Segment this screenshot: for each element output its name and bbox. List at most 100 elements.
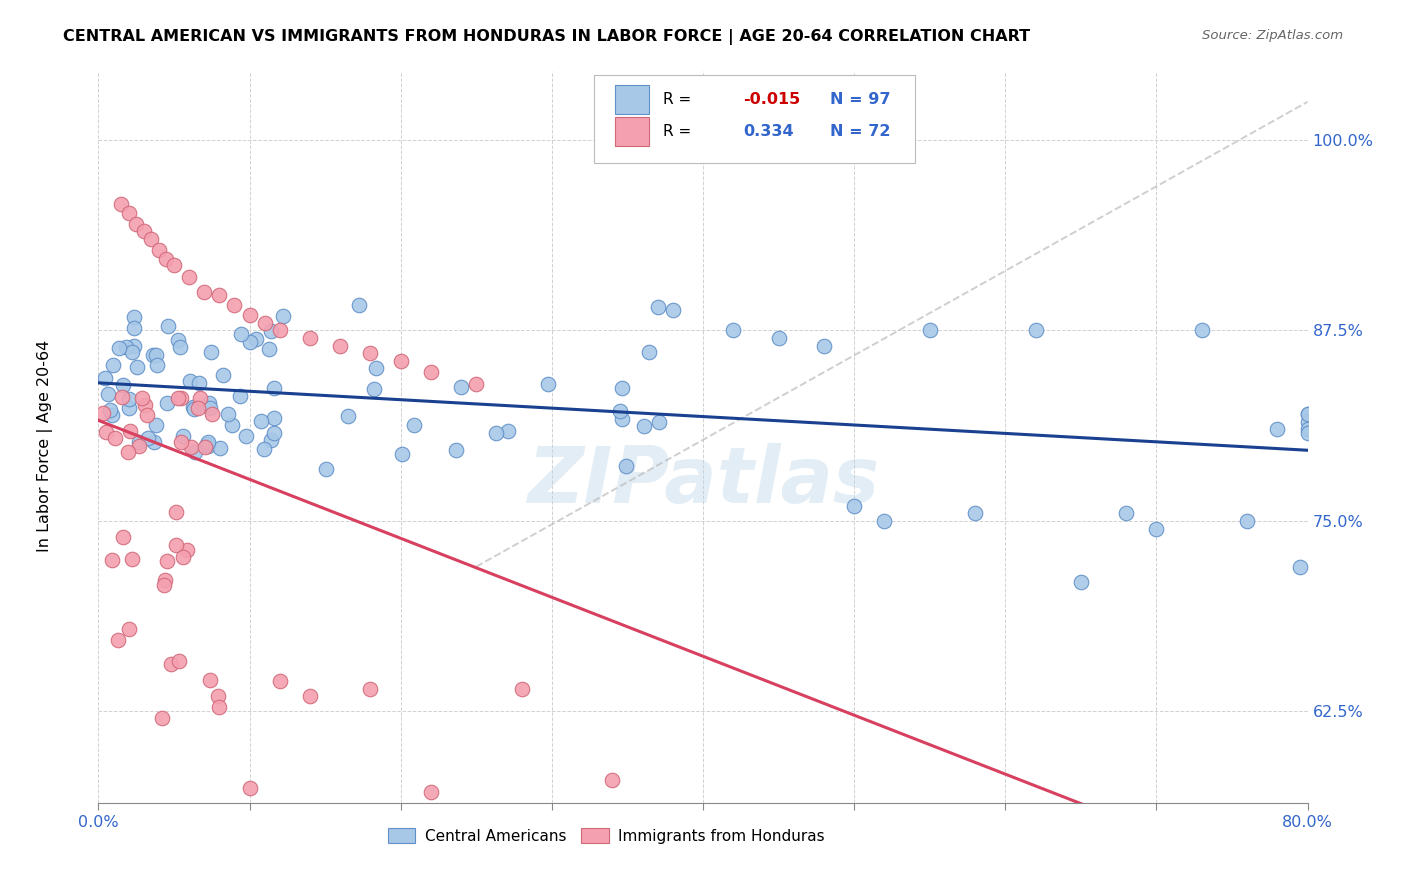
Point [360,681,382,696]
Point [602,772,624,787]
Point [163,258,186,272]
Point [510,681,533,696]
Point [404,418,426,433]
Point [132,224,155,238]
Point [183,402,205,417]
Point [391,447,413,461]
Point [176,543,198,558]
Text: Source: ZipAtlas.com: Source: ZipAtlas.com [1202,29,1343,42]
Point [263,425,285,440]
Point [181,400,204,414]
Point [389,354,412,368]
Point [813,338,835,352]
Point [965,506,987,520]
Point [271,309,294,323]
Point [252,442,274,456]
Point [145,347,167,361]
Point [1296,407,1319,421]
Point [157,318,180,333]
Point [118,401,141,415]
Point [121,345,143,359]
Point [172,429,194,443]
Point [633,419,655,434]
Point [136,430,159,444]
Point [450,380,472,394]
Point [169,340,191,354]
Point [315,461,337,475]
Point [125,217,148,231]
Point [420,785,443,799]
Point [446,442,468,457]
Point [614,459,637,474]
Point [153,578,176,592]
Point [101,358,124,372]
Point [844,499,866,513]
Point [94,371,117,385]
Point [179,270,201,285]
Point [115,340,138,354]
Point [257,342,280,356]
Point [263,411,285,425]
Point [253,316,276,330]
Point [165,505,187,519]
Point [118,206,141,220]
Point [420,365,443,379]
Point [496,424,519,438]
Point [1296,407,1319,421]
Point [647,300,669,314]
Point [360,346,382,360]
Point [131,391,153,405]
Text: -0.015: -0.015 [742,92,800,107]
Point [873,514,896,528]
Point [180,440,202,454]
Point [1144,521,1167,535]
Point [610,381,633,395]
Point [1115,506,1137,520]
FancyBboxPatch shape [595,75,915,163]
Point [217,407,239,421]
Point [231,326,253,341]
Point [347,298,370,312]
Point [148,243,170,257]
Point [208,288,231,302]
Point [299,689,322,703]
Point [118,623,141,637]
Point [104,431,127,445]
Point [200,673,222,687]
Point [155,252,177,266]
Text: In Labor Force | Age 20-64: In Labor Force | Age 20-64 [37,340,53,552]
Text: N = 72: N = 72 [830,124,890,139]
Point [165,538,187,552]
Point [101,553,124,567]
Point [187,401,209,415]
FancyBboxPatch shape [614,117,648,146]
Point [160,657,183,672]
Point [197,396,219,410]
Point [184,444,207,458]
Text: N = 97: N = 97 [830,92,890,107]
Point [537,377,560,392]
FancyBboxPatch shape [614,85,648,114]
Point [1024,323,1046,337]
Point [239,780,262,795]
Point [1070,574,1092,589]
Text: CENTRAL AMERICAN VS IMMIGRANTS FROM HONDURAS IN LABOR FORCE | AGE 20-64 CORRELAT: CENTRAL AMERICAN VS IMMIGRANTS FROM HOND… [63,29,1031,45]
Point [1296,422,1319,436]
Point [198,401,221,415]
Point [167,654,190,668]
Point [122,339,145,353]
Point [224,297,246,311]
Point [250,414,273,428]
Point [337,409,360,423]
Point [141,232,163,246]
Point [918,323,941,337]
Point [170,391,193,405]
Point [101,408,124,422]
Point [465,376,488,391]
Point [108,341,131,355]
Point [128,435,150,450]
Text: R =: R = [664,92,692,107]
Point [118,392,141,406]
Point [96,425,118,439]
Point [194,440,217,454]
